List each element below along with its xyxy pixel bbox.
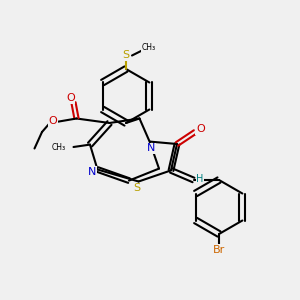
Text: CH₃: CH₃: [52, 142, 66, 152]
Text: N: N: [88, 167, 96, 177]
Text: O: O: [66, 93, 75, 103]
Text: Br: Br: [213, 244, 225, 255]
Text: S: S: [134, 183, 141, 193]
Text: CH₃: CH₃: [141, 44, 156, 52]
Text: N: N: [147, 143, 156, 153]
Text: O: O: [49, 116, 58, 127]
Text: S: S: [122, 50, 130, 61]
Text: O: O: [196, 124, 205, 134]
Text: H: H: [196, 173, 204, 184]
